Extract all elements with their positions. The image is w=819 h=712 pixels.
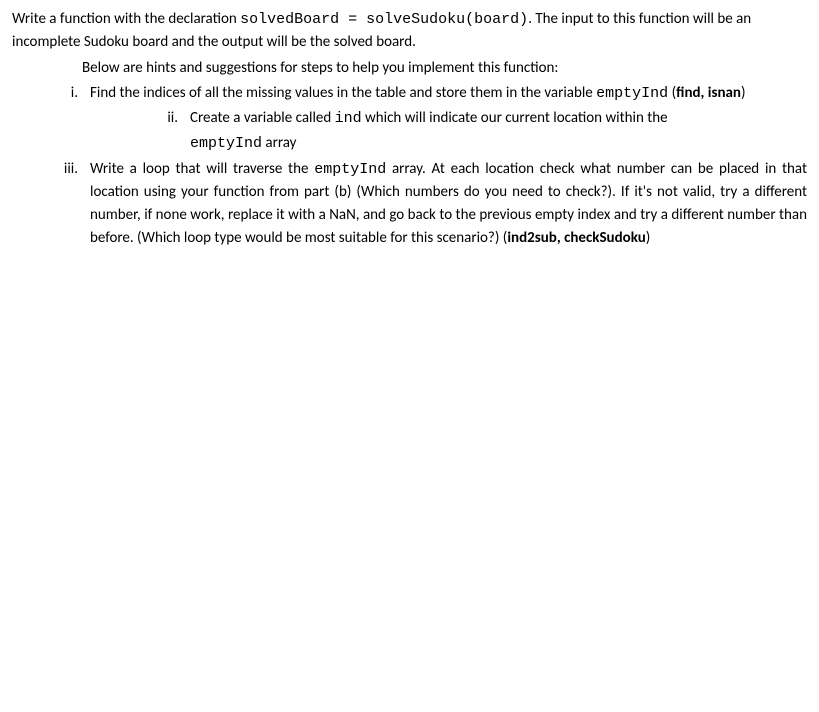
intro-paragraph: Write a function with the declaration so… bbox=[12, 8, 807, 55]
i-text2: ( bbox=[668, 84, 676, 102]
intro-code1: solvedBoard = solveSudoku(board) bbox=[240, 11, 528, 28]
ii-cont-code: emptyInd bbox=[190, 135, 262, 152]
ii-code1: ind bbox=[335, 110, 362, 127]
iii-bold1: ind2sub, checkSudoku bbox=[507, 229, 645, 247]
list-body-i: Find the indices of all the missing valu… bbox=[90, 82, 807, 105]
ii-text2: which will indicate our current location… bbox=[362, 109, 668, 127]
list-marker-i: i. bbox=[42, 82, 90, 105]
i-text3: ) bbox=[741, 84, 746, 102]
list-item-ii-cont: emptyInd array bbox=[190, 132, 807, 155]
list-body-iii: Write a loop that will traverse the empt… bbox=[90, 158, 807, 251]
ordered-list: i. Find the indices of all the missing v… bbox=[42, 82, 807, 251]
ii-text1: Create a variable called bbox=[190, 109, 335, 127]
list-item-i: i. Find the indices of all the missing v… bbox=[42, 82, 807, 105]
iii-text1: Write a loop that will traverse the bbox=[90, 160, 314, 178]
list-marker-iii: iii. bbox=[42, 158, 90, 251]
list-marker-ii: ii. bbox=[142, 107, 190, 130]
iii-text3: ) bbox=[646, 229, 651, 247]
i-bold1: find, isnan bbox=[676, 84, 741, 102]
list-body-ii: Create a variable called ind which will … bbox=[190, 107, 807, 130]
ii-cont-text: array bbox=[262, 134, 296, 152]
list-item-ii: ii. Create a variable called ind which w… bbox=[142, 107, 807, 130]
i-text1: Find the indices of all the missing valu… bbox=[90, 84, 596, 102]
intro-part1: Write a function with the declaration bbox=[12, 10, 240, 28]
hints-line: Below are hints and suggestions for step… bbox=[82, 57, 807, 80]
list-item-iii: iii. Write a loop that will traverse the… bbox=[42, 158, 807, 251]
iii-code1: emptyInd bbox=[314, 161, 386, 178]
i-code1: emptyInd bbox=[596, 85, 668, 102]
